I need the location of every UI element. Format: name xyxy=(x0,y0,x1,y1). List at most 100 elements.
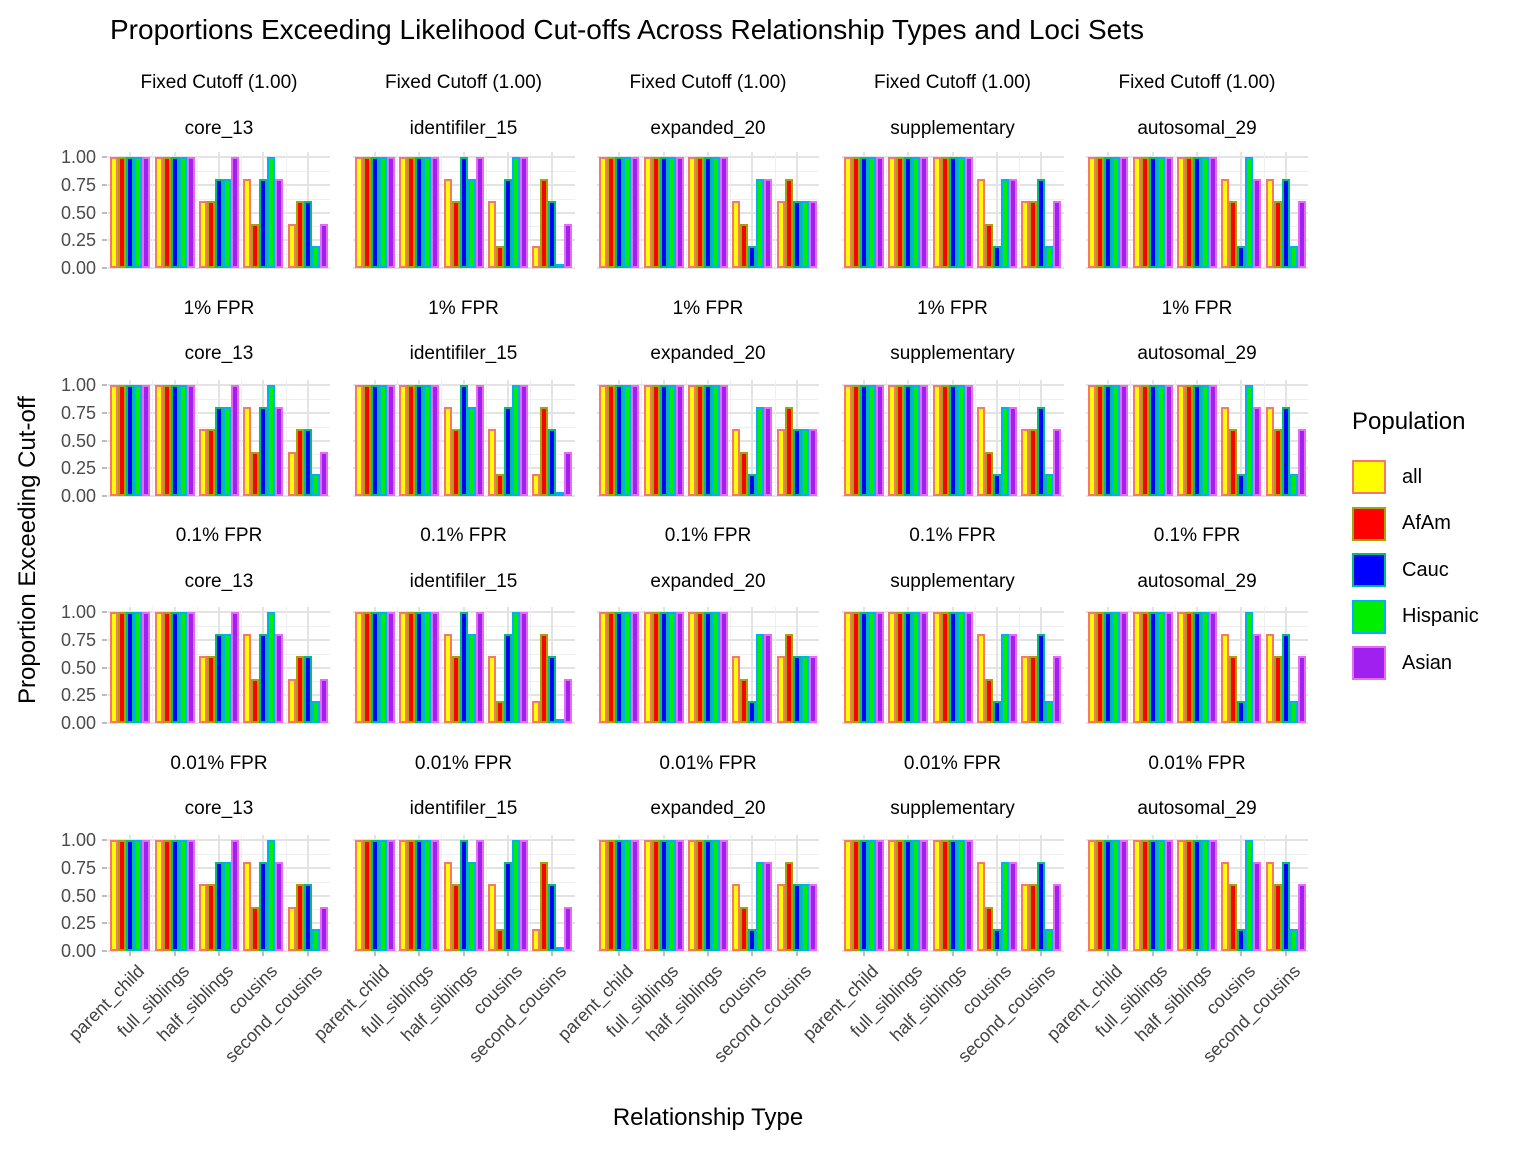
bar-AfAm xyxy=(1140,385,1149,496)
bar-Hispanic xyxy=(1045,474,1054,496)
bar-AfAm xyxy=(696,612,704,723)
bar-Cauc xyxy=(1104,840,1113,951)
bar-Asian xyxy=(1164,840,1173,951)
bar-Hispanic xyxy=(378,157,387,268)
bar-Cauc xyxy=(859,157,868,268)
bar-Hispanic xyxy=(467,634,476,723)
bar-Hispanic xyxy=(511,612,520,723)
bar-Hispanic xyxy=(800,201,809,268)
bar-AfAm xyxy=(1140,157,1149,268)
y-tick-label: 1.00 xyxy=(60,602,96,622)
bar-all xyxy=(843,157,852,268)
bar-Asian xyxy=(564,452,573,496)
bar-Asian xyxy=(1297,656,1306,723)
bar-all xyxy=(732,884,741,951)
gridline-minor-x xyxy=(152,607,154,723)
bar-Asian xyxy=(275,407,284,496)
bar-all xyxy=(976,862,985,951)
bar-AfAm xyxy=(607,840,616,951)
panel xyxy=(352,835,575,952)
bar-all xyxy=(1088,612,1097,723)
bar-AfAm xyxy=(495,701,504,723)
bar-all xyxy=(1088,385,1097,496)
bar-all xyxy=(843,612,852,723)
bar-all xyxy=(354,612,363,723)
bar-Hispanic xyxy=(423,612,432,723)
facet-strip-loci: autosomal_29 xyxy=(1137,571,1257,592)
bar-Hispanic xyxy=(800,884,809,951)
bar-Hispanic xyxy=(1045,701,1054,723)
gridline-minor-x xyxy=(730,380,732,496)
y-tick-label: 1.00 xyxy=(60,375,96,395)
y-axis-tick xyxy=(102,666,107,669)
bar-Cauc xyxy=(992,929,1001,951)
gridline-major-x xyxy=(751,380,754,496)
bar-Asian xyxy=(564,224,573,268)
bar-Cauc xyxy=(615,612,624,723)
facet-strip-cutoff: 1% FPR xyxy=(917,298,988,319)
bar-Cauc xyxy=(126,385,135,496)
bar-Asian xyxy=(1120,840,1129,951)
y-tick-label: 1.00 xyxy=(60,830,96,850)
bar-Hispanic xyxy=(667,840,676,951)
x-axis-tick xyxy=(951,951,954,956)
bar-all xyxy=(1221,179,1230,268)
bar-Asian xyxy=(764,634,773,723)
y-axis-tick xyxy=(102,922,107,925)
bar-Cauc xyxy=(992,701,1001,723)
bar-AfAm xyxy=(896,840,905,951)
bar-AfAm xyxy=(162,385,171,496)
bar-all xyxy=(688,385,696,496)
facet-strip-cutoff: 1% FPR xyxy=(1161,298,1233,319)
bar-Asian xyxy=(875,385,884,496)
y-tick-label: 0.25 xyxy=(60,458,96,479)
bar-Asian xyxy=(1053,656,1062,723)
legend-key: Asian xyxy=(1352,640,1536,687)
bar-all xyxy=(243,407,252,496)
bar-all xyxy=(287,907,296,951)
bar-Hispanic xyxy=(867,612,876,723)
bar-all xyxy=(776,201,785,268)
gridline-minor-x xyxy=(885,835,887,951)
legend-keys: all AfAm Cauc Hispanic Asian xyxy=(1352,454,1536,687)
bar-Hispanic xyxy=(956,840,965,951)
panel xyxy=(841,152,1064,269)
bar-AfAm xyxy=(1096,157,1105,268)
bar-Cauc xyxy=(1104,385,1113,496)
bar-Hispanic xyxy=(311,474,320,496)
bar-AfAm xyxy=(940,157,949,268)
bar-Cauc xyxy=(170,385,179,496)
bar-AfAm xyxy=(1096,840,1105,951)
bar-AfAm xyxy=(784,407,793,496)
bar-AfAm xyxy=(607,612,616,723)
bar-Asian xyxy=(475,840,484,951)
bar-Hispanic xyxy=(912,840,921,951)
bar-all xyxy=(354,840,363,951)
bar-Cauc xyxy=(459,385,468,496)
bar-Asian xyxy=(720,612,728,723)
gridline-minor-x xyxy=(1019,152,1021,268)
bar-Asian xyxy=(631,385,640,496)
bar-Cauc xyxy=(1104,157,1113,268)
bar-Cauc xyxy=(1148,840,1157,951)
bar-all xyxy=(399,385,408,496)
bar-Cauc xyxy=(615,385,624,496)
gridline-major-y xyxy=(108,722,330,724)
facet-strip-loci: identifiler_15 xyxy=(409,343,518,364)
legend-label: Hispanic xyxy=(1402,605,1479,628)
bar-Hispanic xyxy=(867,840,876,951)
bar-Hispanic xyxy=(712,385,720,496)
y-tick-label: 0.75 xyxy=(60,402,96,423)
bar-AfAm xyxy=(118,157,127,268)
legend-label: Cauc xyxy=(1402,558,1449,581)
gridline-minor-x xyxy=(285,380,287,496)
legend-swatch-AfAm xyxy=(1352,506,1386,541)
panel xyxy=(352,607,575,724)
bar-all xyxy=(932,840,941,951)
bar-Hispanic xyxy=(623,385,632,496)
gridline-minor-x xyxy=(1130,152,1132,268)
bar-Asian xyxy=(431,612,440,723)
gridline-major-y xyxy=(841,722,1064,724)
facet-strip-loci: core_13 xyxy=(184,571,254,592)
bar-all xyxy=(643,385,652,496)
